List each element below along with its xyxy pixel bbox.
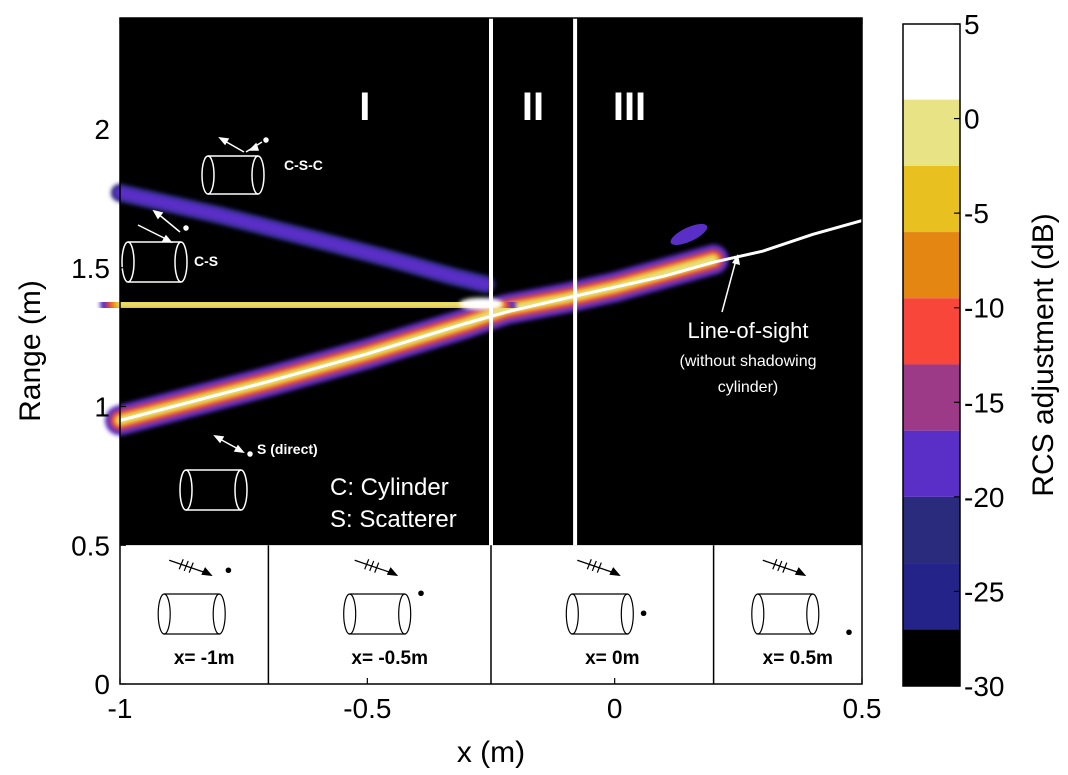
x-tick-label-3: 0.5 [843, 693, 882, 724]
region-label-iii: III [613, 85, 646, 129]
scatterer-dot [846, 629, 852, 636]
y-axis-title: Range (m) [14, 280, 47, 422]
colorbar-band-9 [903, 629, 960, 686]
panel-3: x= 0.5m [751, 559, 852, 669]
colorbar-band-6 [903, 430, 960, 497]
label-line-of-sight: Line-of-sight [687, 318, 808, 343]
plot-frame [119, 17, 863, 685]
colorbar-band-1 [903, 99, 960, 166]
cylinder-icon [157, 593, 226, 635]
arrow-icon [218, 137, 269, 153]
annotation-line-of-sight: Line-of-sight (without shadowing cylinde… [680, 254, 817, 396]
y-tick-label-2: 1 [94, 392, 110, 423]
y-tick-label-1: 0.5 [71, 530, 110, 561]
annotation-csc: C-S-C [201, 137, 323, 195]
y-tick-label-4: 2 [94, 114, 110, 145]
colorbar-tick-label-2: -5 [964, 198, 989, 229]
colorbar-tick-label-1: 0 [964, 104, 980, 135]
arrow-icon [137, 209, 189, 243]
colorbar-tick-label-4: -15 [964, 387, 1004, 418]
x-tick-label-0: -1 [108, 693, 133, 724]
panel-caption-1: x= -0.5m [351, 648, 428, 669]
x-tick-label-2: 0 [607, 693, 623, 724]
colorbar-band-2 [903, 165, 960, 233]
scatterer-dot [418, 590, 424, 597]
colorbar-tick-label-5: -20 [964, 482, 1004, 513]
label-line-of-sight-sub2: cylinder) [718, 379, 778, 396]
trace-hotspot [459, 297, 504, 310]
y-axis: 0 0.5 1 1.5 2 [71, 114, 126, 700]
region-boundaries [489, 18, 578, 546]
x-axis: -1 -0.5 0 0.5 [108, 18, 882, 724]
colorbar-tick-label-7: -30 [964, 671, 1004, 702]
colorbar-band-5 [903, 364, 960, 431]
trace-1-layer-5 [117, 301, 499, 310]
label-s-direct: S (direct) [257, 441, 318, 457]
panel-2: x= 0m [565, 559, 647, 669]
panel-1: x= -0.5m [343, 559, 428, 669]
colorbar-band-0 [903, 24, 960, 100]
colorbar-band-3 [903, 232, 960, 299]
cylinder-icon [179, 469, 248, 511]
line-of-sight [119, 219, 863, 422]
y-tick-label-3: 1.5 [71, 253, 110, 284]
trace-blob [670, 223, 708, 246]
label-csc: C-S-C [284, 157, 323, 173]
region-label-i: I [359, 85, 370, 129]
annotation-cs: C-S [121, 209, 218, 283]
colorbar-band-7 [903, 496, 960, 564]
bottom-panels: x= -1m x= -0.5m x= 0m x= 0.5m [120, 545, 862, 684]
region-label-ii: II [522, 85, 544, 129]
x-tick-label-1: -0.5 [343, 693, 391, 724]
cylinder-icon [201, 155, 265, 195]
panel-caption-2: x= 0m [585, 648, 639, 669]
incident-wave-icon [169, 559, 213, 577]
colorbar-tick-label-3: -10 [964, 293, 1004, 324]
panel-caption-0: x= -1m [174, 648, 235, 669]
label-line-of-sight-sub1: (without shadowing [680, 353, 817, 370]
scatterer-dot [225, 567, 232, 574]
colorbar-tick-label-0: 5 [964, 9, 980, 40]
colorbar-frame [902, 23, 961, 687]
annotation-s: S (direct) [179, 435, 318, 511]
panel-caption-3: x= 0.5m [763, 648, 833, 669]
colorbar-band-8 [903, 563, 960, 630]
colorbar-title: RCS adjustment (dB) [1027, 213, 1060, 496]
incident-wave-icon [354, 559, 399, 577]
incident-wave-icon [762, 559, 807, 577]
colorbar-tick-label-6: -25 [964, 576, 1004, 607]
trace-2-layer-1 [114, 186, 493, 291]
label-cs: C-S [194, 253, 218, 269]
incident-wave-icon [577, 559, 621, 577]
cylinder-icon [343, 593, 412, 635]
cylinder-icon [121, 241, 188, 283]
panel-0: x= -1m [157, 559, 235, 669]
cylinder-icon [565, 593, 634, 635]
scatterer-dot [640, 610, 647, 617]
y-tick-label-0: 0 [94, 669, 110, 700]
legend-scatterer: S: Scatterer [330, 506, 457, 533]
colorbar: 5 0 -5 -10 -15 -20 -25 -30 [902, 9, 1004, 702]
colorbar-band-4 [903, 298, 960, 365]
cylinder-icon [751, 593, 820, 635]
x-axis-title: x (m) [457, 736, 525, 769]
arrow-icon [213, 435, 253, 457]
legend-cylinder: C: Cylinder [330, 474, 449, 501]
